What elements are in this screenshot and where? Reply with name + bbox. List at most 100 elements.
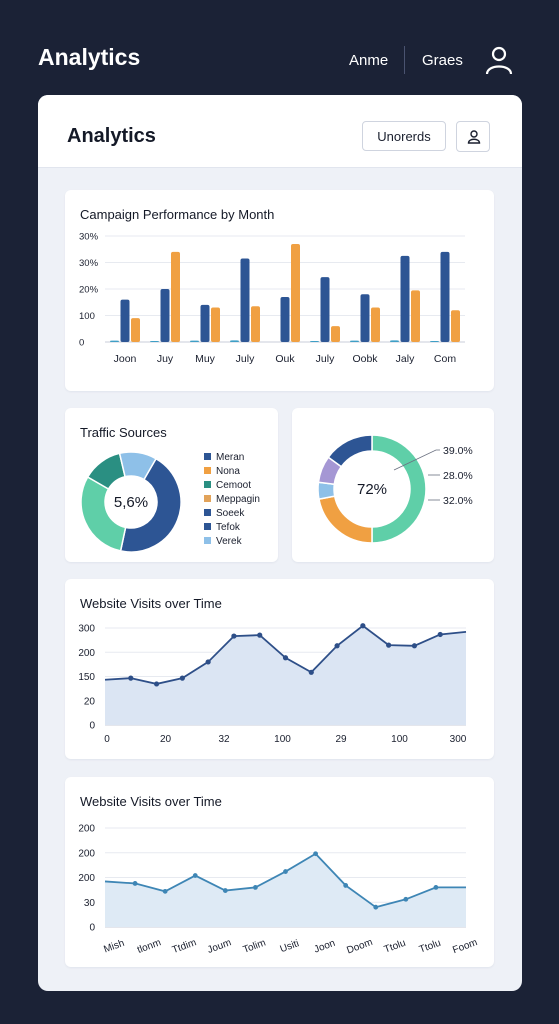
data-point xyxy=(179,675,185,681)
legend-label: Tefok xyxy=(216,522,240,533)
data-point xyxy=(386,642,392,648)
data-point xyxy=(283,869,288,874)
x-tick-label: 32 xyxy=(218,734,230,745)
y-tick-label: 200 xyxy=(78,824,95,835)
y-tick-label: 30% xyxy=(79,258,99,269)
traffic-title: Traffic Sources xyxy=(80,425,167,440)
bar xyxy=(251,306,260,342)
bar xyxy=(200,304,210,342)
x-tick-label: 100 xyxy=(391,734,408,745)
x-tick-label: 300 xyxy=(450,734,467,745)
x-tick-label: Muy xyxy=(195,353,216,365)
data-point xyxy=(433,885,439,890)
bar xyxy=(150,340,159,342)
data-point xyxy=(222,888,228,893)
legend-item: Meppagin xyxy=(204,493,260,507)
ring-donut-chart: 72% 39.0% 28.0% 32.0% xyxy=(317,434,473,544)
x-tick-label: Juy xyxy=(157,353,174,365)
card-header: Analytics Unorerds xyxy=(38,95,522,168)
data-point xyxy=(253,885,258,890)
legend-swatch xyxy=(204,494,211,502)
y-tick-label: 200 xyxy=(78,848,95,859)
y-tick-label: 30 xyxy=(84,898,96,909)
y-tick-label: 30% xyxy=(79,232,99,243)
campaign-title: Campaign Performance by Month xyxy=(80,207,275,222)
bar xyxy=(131,318,140,342)
bar xyxy=(440,251,450,342)
unorerds-button[interactable]: Unorerds xyxy=(362,121,446,151)
traffic-donut-chart: 5,6% xyxy=(80,451,182,553)
traffic-slice xyxy=(80,475,127,552)
x-tick-label: Foom xyxy=(451,937,479,956)
data-point xyxy=(153,681,160,687)
user-button[interactable] xyxy=(456,121,490,152)
data-point xyxy=(308,669,314,675)
legend-item: Tefok xyxy=(204,521,260,535)
bar xyxy=(360,294,370,342)
ring-center-label: 72% xyxy=(357,481,387,498)
y-tick-label: 200 xyxy=(78,648,95,659)
y-tick-label: 300 xyxy=(78,624,95,635)
data-point xyxy=(282,655,289,661)
x-tick-label: 20 xyxy=(160,734,172,745)
bar xyxy=(120,299,130,342)
x-tick-label: Ouk xyxy=(275,353,295,365)
x-tick-label: 100 xyxy=(274,734,291,745)
y-tick-label: 150 xyxy=(78,672,95,683)
campaign-bar-chart: 0 100 20% 30% 30% Joon Juy Muy July Ouk July Oobk Ja… xyxy=(79,232,465,365)
y-tick-label: 0 xyxy=(89,923,95,934)
data-point xyxy=(192,873,198,878)
legend-swatch xyxy=(204,452,211,460)
analytics-card: Analytics Unorerds Campaign Performance … xyxy=(38,95,522,991)
app-title: Analytics xyxy=(38,44,141,70)
bar xyxy=(230,340,239,342)
data-point xyxy=(373,904,379,910)
legend-label: Cemoot xyxy=(216,480,252,491)
annotation-leader xyxy=(393,449,440,471)
data-point xyxy=(411,643,418,649)
annotation-label: 32.0% xyxy=(443,495,473,507)
nav-link-graes[interactable]: Graes xyxy=(422,52,463,69)
ring-slice xyxy=(318,495,373,544)
bar xyxy=(331,326,340,342)
x-tick-label: Joon xyxy=(313,938,337,956)
annotation-label: 39.0% xyxy=(443,445,473,457)
annotation-label: 28.0% xyxy=(443,470,473,482)
nav-link-anme[interactable]: Anme xyxy=(349,52,389,69)
legend-swatch xyxy=(204,466,211,474)
x-tick-label: Usiti xyxy=(279,938,301,955)
y-tick-label: 200 xyxy=(78,873,95,884)
x-tick-label: Tolim xyxy=(242,937,268,955)
traffic-panel: Traffic Sources 5,6% Meran Nona Cemoot Mepp… xyxy=(65,408,278,562)
legend-swatch xyxy=(204,522,211,530)
user-icon xyxy=(467,130,481,144)
x-tick-label: Com xyxy=(434,353,456,365)
x-tick-label: 0 xyxy=(104,734,110,745)
bar xyxy=(211,307,220,342)
campaign-panel: Campaign Performance by Month 0 100 20% 30%… xyxy=(65,190,494,391)
y-tick-label: 100 xyxy=(79,311,95,322)
x-tick-label: July xyxy=(316,353,335,365)
legend-swatch xyxy=(204,536,211,544)
data-point xyxy=(403,896,409,902)
data-point xyxy=(360,623,366,629)
y-tick-label: 0 xyxy=(89,721,95,732)
traffic-donut-label: 5,6% xyxy=(114,494,148,511)
data-point xyxy=(205,659,211,665)
x-tick-label: Joon xyxy=(114,353,137,365)
bar xyxy=(110,340,119,342)
data-point xyxy=(334,643,340,649)
data-point xyxy=(343,883,349,888)
bar xyxy=(400,255,410,342)
bar xyxy=(320,277,330,342)
legend-label: Soeek xyxy=(216,508,245,519)
legend-swatch xyxy=(204,480,211,488)
legend-item: Soeek xyxy=(204,507,260,521)
data-point xyxy=(162,888,168,894)
bar xyxy=(190,340,199,342)
visits-title-1: Website Visits over Time xyxy=(80,596,222,611)
data-point xyxy=(231,633,237,639)
data-point xyxy=(257,632,263,638)
nav-divider xyxy=(404,46,405,74)
user-icon[interactable] xyxy=(484,44,514,76)
